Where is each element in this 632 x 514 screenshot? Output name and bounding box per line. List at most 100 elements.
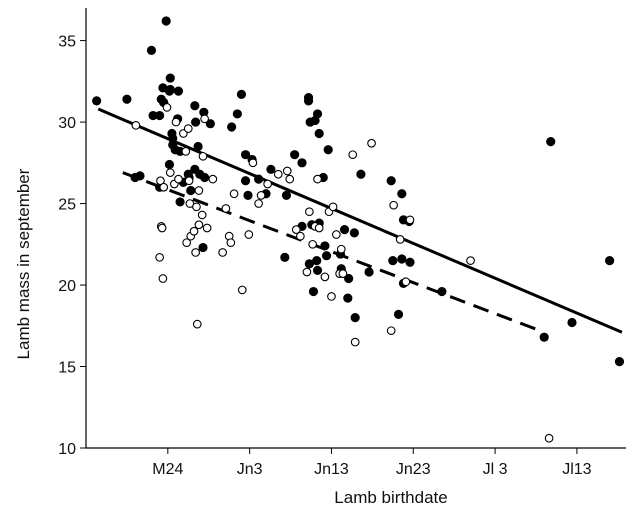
data-point-filled xyxy=(297,158,307,168)
data-point-open xyxy=(544,433,554,443)
data-point-open xyxy=(159,182,169,192)
y-tick-label: 10 xyxy=(58,441,76,458)
data-point-open xyxy=(218,248,227,257)
data-point-open xyxy=(302,267,312,277)
data-point-open xyxy=(386,326,396,336)
data-point-open xyxy=(165,168,175,177)
data-point-filled xyxy=(240,176,251,186)
data-point-open xyxy=(221,204,231,213)
data-point-open xyxy=(389,200,398,210)
data-point-filled xyxy=(191,117,201,127)
data-point-open xyxy=(350,337,360,347)
x-tick-label: M24 xyxy=(152,461,183,478)
data-point-filled xyxy=(165,73,175,83)
data-point-open xyxy=(192,319,202,329)
data-point-filled xyxy=(200,172,210,183)
data-point-open xyxy=(198,151,208,161)
data-point-filled xyxy=(280,252,290,262)
data-point-open xyxy=(291,225,301,234)
data-point-open xyxy=(314,223,324,233)
data-point-filled xyxy=(175,197,185,207)
data-point-open xyxy=(155,252,164,262)
data-point-open xyxy=(320,272,330,282)
data-point-open xyxy=(157,223,167,233)
data-point-filled xyxy=(312,255,322,266)
data-point-filled xyxy=(314,128,324,139)
y-tick-label: 35 xyxy=(58,34,76,51)
data-point-open xyxy=(197,210,207,220)
data-point-open xyxy=(174,174,183,184)
data-point-filled xyxy=(312,109,323,119)
data-point-open xyxy=(263,179,272,189)
data-point-filled xyxy=(349,228,359,238)
data-point-open xyxy=(131,120,141,130)
trend-line-dashed xyxy=(122,171,541,333)
data-point-open xyxy=(328,202,338,212)
data-point-filled xyxy=(339,225,350,235)
data-point-filled xyxy=(323,145,333,155)
data-point-filled xyxy=(343,293,353,303)
y-tick-label: 15 xyxy=(58,360,76,377)
data-point-open xyxy=(296,231,305,241)
x-tick-label: Jn3 xyxy=(237,461,263,478)
data-point-open xyxy=(194,220,204,230)
data-point-filled xyxy=(254,174,264,184)
data-point-filled xyxy=(240,150,251,160)
data-point-filled xyxy=(437,286,447,297)
data-point-filled xyxy=(539,332,549,342)
trend-line-solid xyxy=(97,107,623,334)
data-point-open xyxy=(466,256,475,265)
data-point-open xyxy=(248,158,258,168)
x-tick-label: Jl13 xyxy=(562,461,591,478)
data-point-filled xyxy=(193,141,203,152)
data-point-filled xyxy=(321,251,332,261)
data-point-filled xyxy=(405,257,415,267)
data-point-open xyxy=(183,124,193,133)
data-point-filled xyxy=(92,96,102,106)
data-point-open xyxy=(327,292,336,301)
y-tick-label: 25 xyxy=(58,197,76,214)
data-point-open xyxy=(202,223,212,233)
data-point-filled xyxy=(567,317,577,328)
data-point-filled xyxy=(173,86,184,96)
data-point-open xyxy=(395,235,405,244)
data-point-filled xyxy=(364,267,374,277)
data-point-open xyxy=(282,166,292,176)
data-point-open xyxy=(200,114,209,124)
data-point-filled xyxy=(397,189,407,199)
data-point-open xyxy=(226,238,236,248)
data-point-open xyxy=(305,207,314,217)
data-point-filled xyxy=(190,101,200,111)
data-point-filled xyxy=(393,309,404,319)
data-point-open xyxy=(194,186,204,195)
y-axis-title: Lamb mass in september xyxy=(14,168,33,359)
data-point-filled xyxy=(303,96,314,106)
data-point-filled xyxy=(266,164,276,174)
data-point-filled xyxy=(397,254,407,264)
data-point-open xyxy=(162,103,172,112)
data-point-open xyxy=(189,226,199,236)
data-point-filled xyxy=(281,190,292,201)
data-point-open xyxy=(367,138,376,148)
data-point-filled xyxy=(232,109,242,119)
data-point-open xyxy=(158,274,168,283)
data-point-open xyxy=(229,189,239,199)
x-tick-label: Jl 3 xyxy=(483,461,508,478)
data-point-filled xyxy=(164,159,175,170)
data-point-open xyxy=(285,174,295,184)
data-point-open xyxy=(254,199,263,208)
data-point-filled xyxy=(605,255,615,266)
data-point-filled xyxy=(205,119,215,129)
data-point-open xyxy=(313,174,322,184)
data-point-filled xyxy=(312,265,323,275)
data-point-open xyxy=(192,202,201,212)
y-tick-label: 20 xyxy=(58,278,76,295)
data-point-open xyxy=(182,238,191,248)
data-point-filled xyxy=(236,89,247,99)
data-point-filled xyxy=(146,45,157,55)
data-point-filled xyxy=(386,176,396,186)
data-point-filled xyxy=(122,94,132,104)
data-point-filled xyxy=(243,190,253,201)
data-point-filled xyxy=(135,171,145,181)
x-axis-title: Lamb birthdate xyxy=(334,488,447,507)
